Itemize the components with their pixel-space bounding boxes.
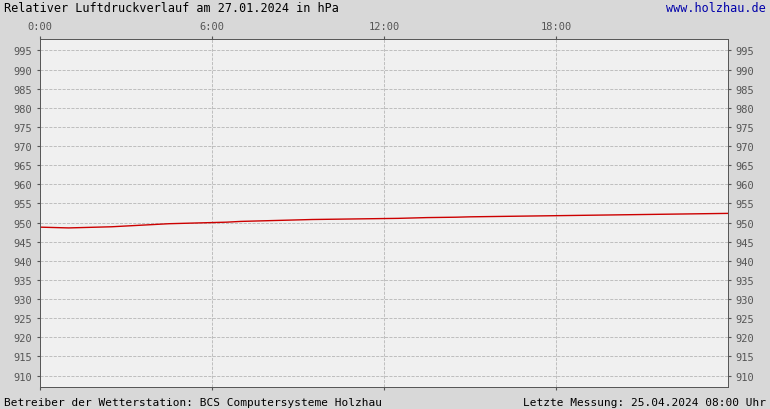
Text: www.holzhau.de: www.holzhau.de xyxy=(666,2,766,15)
Text: Relativer Luftdruckverlauf am 27.01.2024 in hPa: Relativer Luftdruckverlauf am 27.01.2024… xyxy=(4,2,339,15)
Text: Betreiber der Wetterstation: BCS Computersysteme Holzhau: Betreiber der Wetterstation: BCS Compute… xyxy=(4,397,382,407)
Text: Letzte Messung: 25.04.2024 08:00 Uhr: Letzte Messung: 25.04.2024 08:00 Uhr xyxy=(523,397,766,407)
